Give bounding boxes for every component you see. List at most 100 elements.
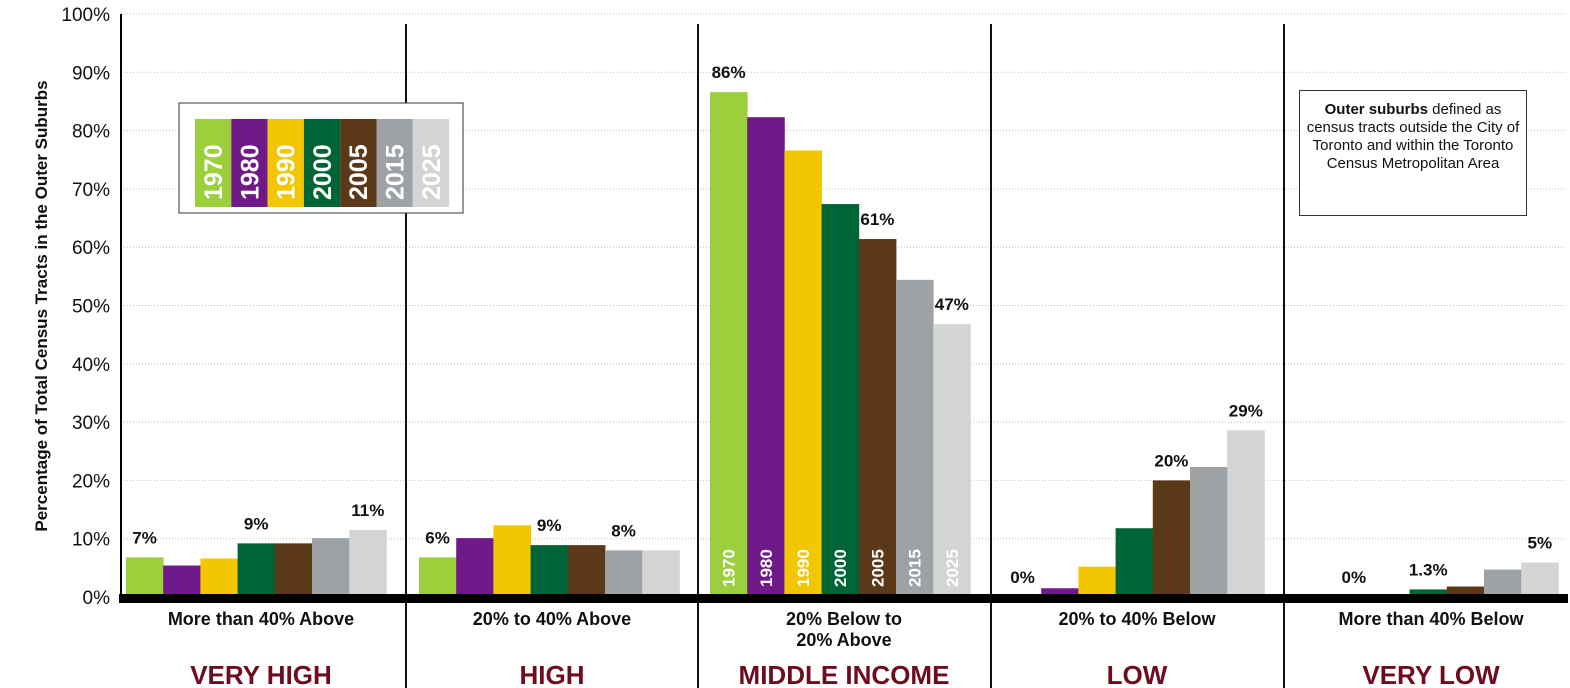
legend-swatch [340, 119, 377, 207]
legend-swatch [412, 119, 450, 207]
bar [858, 239, 897, 597]
bar [1446, 586, 1485, 597]
legend-label: 1990 [273, 144, 301, 200]
bar-year-label: 2005 [868, 549, 887, 587]
bar [493, 525, 531, 597]
bar [747, 117, 785, 597]
data-label: 86% [712, 63, 746, 82]
data-label: 1.3% [1409, 560, 1448, 579]
y-tick-label: 0% [83, 588, 111, 609]
y-tick-label: 80% [72, 122, 110, 143]
income-class-label: VERY LOW [1362, 660, 1500, 688]
bar [1078, 566, 1116, 597]
legend-label: 2015 [382, 144, 410, 200]
data-label: 7% [132, 528, 157, 547]
y-tick-label: 90% [72, 63, 110, 84]
bar [710, 92, 748, 597]
bar [1409, 589, 1448, 597]
bar [567, 545, 606, 597]
x-axis: More than 40% Above VERY HIGH 20% to 40% A… [119, 594, 1568, 688]
data-label: 11% [351, 501, 384, 520]
y-axis: 0% 10% 20% 30% 40% 50% 60% 70% 80% 90% 100% Percent… [32, 5, 122, 609]
legend-label: 2025 [418, 144, 446, 200]
legend-label: 2005 [345, 144, 373, 200]
y-tick-label: 20% [72, 471, 110, 492]
bar [349, 529, 387, 597]
data-label: 0% [1342, 568, 1367, 587]
income-class-label: HIGH [520, 660, 585, 688]
income-class-label: LOW [1107, 660, 1168, 688]
bar [933, 324, 971, 597]
data-label: 8% [611, 521, 636, 540]
bar [605, 550, 643, 597]
bar [1227, 430, 1265, 597]
bar [1521, 562, 1559, 597]
y-tick-label: 70% [72, 180, 110, 201]
data-label: 20% [1154, 451, 1188, 470]
category-label: 20% to 40% Above [473, 609, 631, 629]
bar [274, 543, 313, 597]
bar [1484, 569, 1522, 597]
y-tick-label: 50% [72, 297, 110, 318]
bar-year-label: 1970 [720, 549, 739, 587]
bar [237, 543, 276, 597]
note-bold: Outer suburbs [1324, 101, 1428, 118]
legend-label: 1970 [200, 144, 228, 200]
bar-year-label: 2000 [831, 549, 850, 587]
category-label: 20% to 40% Below [1058, 609, 1216, 629]
bar [456, 538, 494, 597]
legend-swatch [376, 119, 413, 207]
bar [784, 150, 822, 597]
bar [312, 538, 350, 597]
data-label: 9% [244, 514, 269, 533]
legend-label: 1980 [236, 144, 264, 200]
data-label: 61% [860, 210, 894, 229]
bar-year-label: 2025 [943, 549, 962, 587]
bar [1152, 480, 1191, 597]
bar [530, 545, 569, 597]
y-tick-label: 40% [72, 355, 110, 376]
x-axis-line [119, 594, 1568, 603]
y-tick-label: 30% [72, 413, 110, 434]
data-label: 47% [935, 295, 969, 314]
category-label: More than 40% Above [168, 609, 354, 629]
bar [200, 558, 238, 597]
bar [1041, 588, 1079, 597]
income-class-label: VERY HIGH [190, 660, 332, 688]
bar [1190, 466, 1228, 597]
category-label: More than 40% Below [1338, 609, 1524, 629]
y-axis-title: Percentage of Total Census Tracts in the… [32, 80, 51, 531]
y-tick-label: 60% [72, 238, 110, 259]
legend: 1970 1980 1990 2000 2005 2015 2025 [178, 102, 464, 214]
data-label: 29% [1229, 401, 1263, 420]
bar [1115, 528, 1154, 597]
bar [821, 204, 860, 598]
legend-swatch [267, 119, 304, 207]
legend-swatch [303, 119, 341, 207]
bar-year-label: 2015 [906, 549, 925, 587]
bar [163, 565, 201, 597]
data-label: 9% [537, 516, 562, 535]
bars: 1970 1980 1990 2000 2005 2015 2025 [126, 92, 1559, 598]
bar [642, 550, 680, 597]
bar-year-label: 1990 [794, 549, 813, 587]
category-label: 20% Above [796, 630, 891, 650]
y-tick-label: 10% [72, 530, 110, 551]
income-class-label: MIDDLE INCOME [739, 660, 950, 688]
bar [419, 557, 457, 597]
data-label: 6% [425, 528, 450, 547]
note-box: Outer suburbs defined as census tracts o… [1299, 90, 1527, 216]
bar-year-label: 1980 [757, 549, 776, 587]
bar [126, 557, 164, 597]
bar [896, 279, 934, 597]
category-label: 20% Below to [786, 609, 902, 629]
y-tick-label: 100% [61, 5, 110, 26]
legend-swatch [231, 119, 268, 207]
legend-swatch [195, 119, 232, 207]
legend-label: 2000 [309, 144, 337, 200]
data-label: 0% [1010, 568, 1035, 587]
data-labels: 7% 9% 11% 6% 9% 8% 86% 61% 47% 0% 20% 29% 0% 1.3% 5% [132, 63, 1552, 587]
note-text: defined as census tracts outside the Cit… [1306, 101, 1520, 172]
data-label: 5% [1528, 534, 1553, 553]
